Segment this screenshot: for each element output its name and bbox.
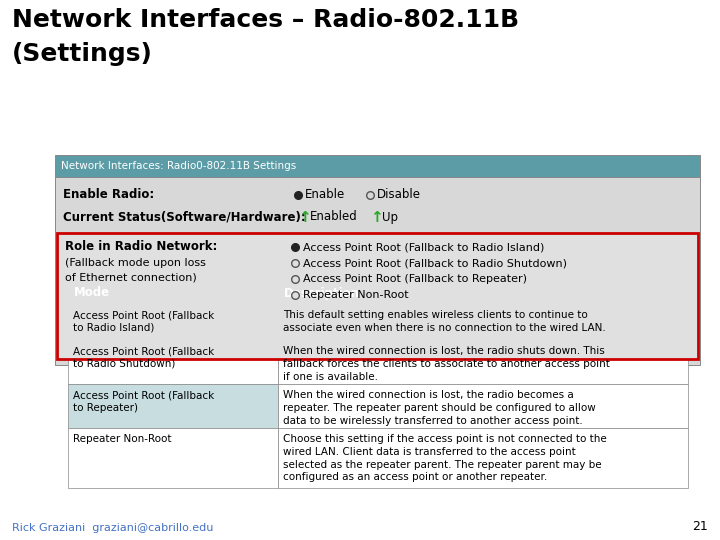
Text: Enabled: Enabled <box>310 211 358 224</box>
Text: Network Interfaces: Radio0-802.11B Settings: Network Interfaces: Radio0-802.11B Setti… <box>61 161 296 171</box>
Bar <box>57 233 698 359</box>
Text: Access Point Root (Fallback
to Radio Shutdown): Access Point Root (Fallback to Radio Shu… <box>73 346 215 369</box>
Text: Enable Radio:: Enable Radio: <box>63 188 154 201</box>
Text: Repeater Non-Root: Repeater Non-Root <box>303 290 409 300</box>
Text: Access Point Root (Fallback
to Repeater): Access Point Root (Fallback to Repeater) <box>73 390 215 413</box>
Bar <box>278 340 688 384</box>
Bar <box>278 384 688 428</box>
Text: When the wired connection is lost, the radio becomes a
repeater. The repeater pa: When the wired connection is lost, the r… <box>283 390 595 426</box>
Bar <box>68 340 278 384</box>
Text: Access Point Root (Fallback to Radio Island): Access Point Root (Fallback to Radio Isl… <box>303 242 544 252</box>
Bar <box>278 304 688 340</box>
Text: When the wired connection is lost, the radio shuts down. This
fallback forces th: When the wired connection is lost, the r… <box>283 346 610 382</box>
Text: Rick Graziani  graziani@cabrillo.edu: Rick Graziani graziani@cabrillo.edu <box>12 523 213 533</box>
Text: Repeater Non-Root: Repeater Non-Root <box>73 434 171 444</box>
Bar <box>278 428 688 488</box>
Bar <box>68 304 278 340</box>
Text: Up: Up <box>382 211 398 224</box>
Text: Access Point Root (Fallback
to Radio Island): Access Point Root (Fallback to Radio Isl… <box>73 310 215 333</box>
Text: ↑: ↑ <box>298 210 311 225</box>
Bar <box>68 384 278 428</box>
Bar <box>55 155 700 177</box>
Text: of Ethernet connection): of Ethernet connection) <box>65 272 197 282</box>
Text: Network Interfaces – Radio-802.11B: Network Interfaces – Radio-802.11B <box>12 8 519 32</box>
Text: ↑: ↑ <box>370 210 383 225</box>
Bar <box>55 177 700 365</box>
Text: Mode: Mode <box>74 287 110 300</box>
Text: This default setting enables wireless clients to continue to
associate even when: This default setting enables wireless cl… <box>283 310 606 333</box>
Text: Access Point Root (Fallback to Repeater): Access Point Root (Fallback to Repeater) <box>303 274 527 284</box>
Text: Enable: Enable <box>305 188 346 201</box>
Text: (Settings): (Settings) <box>12 42 153 66</box>
Text: (Fallback mode upon loss: (Fallback mode upon loss <box>65 258 206 268</box>
Text: Access Point Root (Fallback to Radio Shutdown): Access Point Root (Fallback to Radio Shu… <box>303 258 567 268</box>
Text: Disable: Disable <box>377 188 421 201</box>
Bar <box>68 428 278 488</box>
Bar <box>68 282 688 304</box>
Text: Description: Description <box>284 287 360 300</box>
Text: Choose this setting if the access point is not connected to the
wired LAN. Clien: Choose this setting if the access point … <box>283 434 607 482</box>
Text: 21: 21 <box>692 520 708 533</box>
Text: Current Status(Software/Hardware):: Current Status(Software/Hardware): <box>63 211 306 224</box>
Text: Role in Radio Network:: Role in Radio Network: <box>65 240 217 253</box>
